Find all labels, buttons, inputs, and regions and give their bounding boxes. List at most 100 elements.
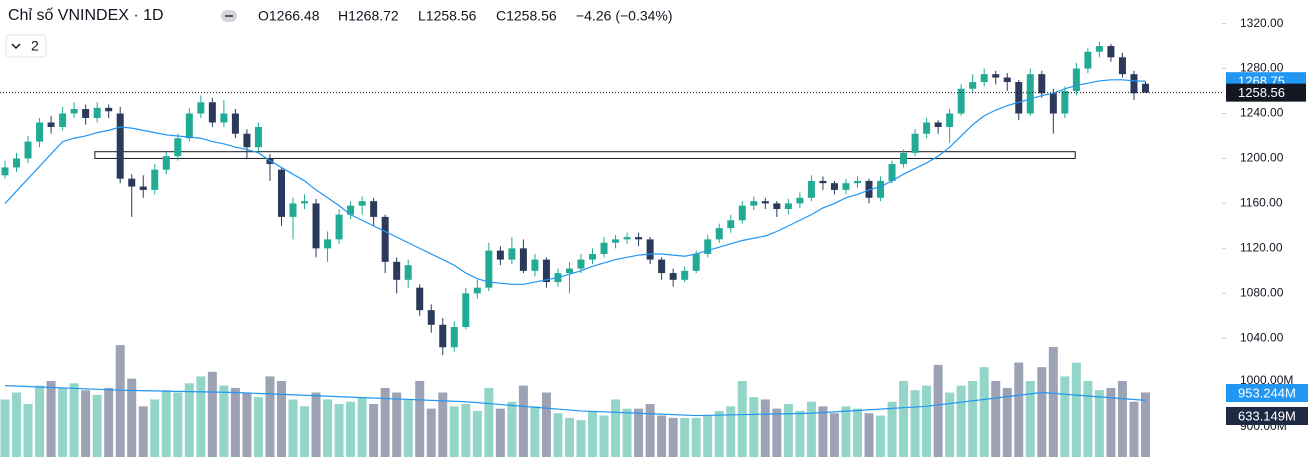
candle-body [1107,46,1115,58]
candle-body [980,74,988,83]
volume-bar [841,406,851,457]
candle-body [819,180,827,184]
candle-body [335,214,343,240]
candle-body [162,156,170,170]
candle-body [450,327,458,348]
candle-body [750,201,758,206]
candle-body [773,203,781,210]
candle-body [381,216,389,262]
volume-bar [12,392,22,457]
y-tick-label: 1320.00 [1240,16,1284,30]
candle-body [1072,68,1080,92]
volume-bar [864,413,874,457]
candle-body [900,152,908,165]
candle-body [807,180,815,198]
candle-body [393,261,401,280]
candle-body [358,201,366,206]
volume-ma-badge: 953.244M [1238,385,1296,400]
last-price-badge-bg [1226,83,1306,102]
volume-bar [380,387,390,457]
volume-bar [576,420,586,457]
volume-bar [910,390,920,457]
volume-bar [92,394,102,457]
volume-bar [691,417,701,457]
low-value: L1258.56 [418,8,477,24]
volume-bar [956,385,966,457]
volume-bar [1025,380,1035,457]
candle-body [197,102,205,114]
volume-bar [484,387,494,457]
candle-body [565,268,573,274]
volume-bar [426,408,436,457]
candle-body [658,259,666,274]
candle-body [1026,74,1034,114]
volume-bar [438,392,448,457]
candle-body [923,122,931,134]
volume-bar [196,376,206,457]
candle-body [174,138,182,157]
volume-bar [945,392,955,457]
candle-body [496,250,504,260]
candle-body [416,287,424,311]
candle-body [1061,91,1069,114]
volume-bar [150,399,160,457]
volume-bar [829,413,839,457]
candle-body [727,220,735,229]
candle-body [404,265,412,280]
volume-ma-badge-bg [1226,384,1308,402]
volume-tick-label: 1000.00M [1240,373,1293,387]
chevron [11,43,21,50]
volume-bar [161,390,171,457]
candle-body [623,237,631,240]
candle-body [577,259,585,269]
volume-bar [1129,401,1139,457]
volume-bar [899,380,909,457]
y-tick-label: 1120.00 [1240,241,1283,255]
candle-body [289,203,297,217]
y-tick-label: 1080.00 [1240,285,1284,299]
candle-body [519,248,527,271]
volume-bar [622,408,632,457]
volume-bar [922,385,932,457]
candle-body [992,74,1000,78]
candle-body [969,82,977,89]
candle-body [946,113,954,127]
candle-body [462,293,470,328]
indicators-button[interactable] [5,34,47,58]
volume-bar [253,397,263,457]
candle-body [324,239,332,249]
open-value: O1266.48 [258,8,320,24]
volume-bar [173,392,183,457]
volume-bar [1048,346,1058,457]
candle-body [1038,74,1046,94]
volume-bar [334,404,344,457]
volume-bar [979,367,989,457]
y-tick-label: 1040.00 [1240,330,1284,344]
candle-body [151,169,159,190]
volume-bar [207,371,217,457]
volume-bar [795,410,805,457]
candle-body [1084,51,1092,69]
candle-body [681,270,689,280]
y-tick-label: 1200.00 [1240,151,1284,165]
candle-body [427,310,435,325]
candle-body [139,186,147,190]
candle-body [254,126,262,148]
candle-body [93,107,101,118]
volume-bar [772,408,782,457]
candle-body [911,133,919,153]
candle-body [116,113,124,179]
volume-bar [680,417,690,457]
candle-body [612,239,620,243]
candle-body [1049,93,1057,114]
volume-bar [1060,376,1070,457]
candle-body [877,180,885,198]
candle-body [531,259,539,271]
volume-bar [703,415,713,457]
volume-bar [1106,387,1116,457]
volume-bar [46,380,56,457]
candle-body [1118,57,1126,75]
candle-body [312,203,320,249]
volume-bar [323,399,333,457]
